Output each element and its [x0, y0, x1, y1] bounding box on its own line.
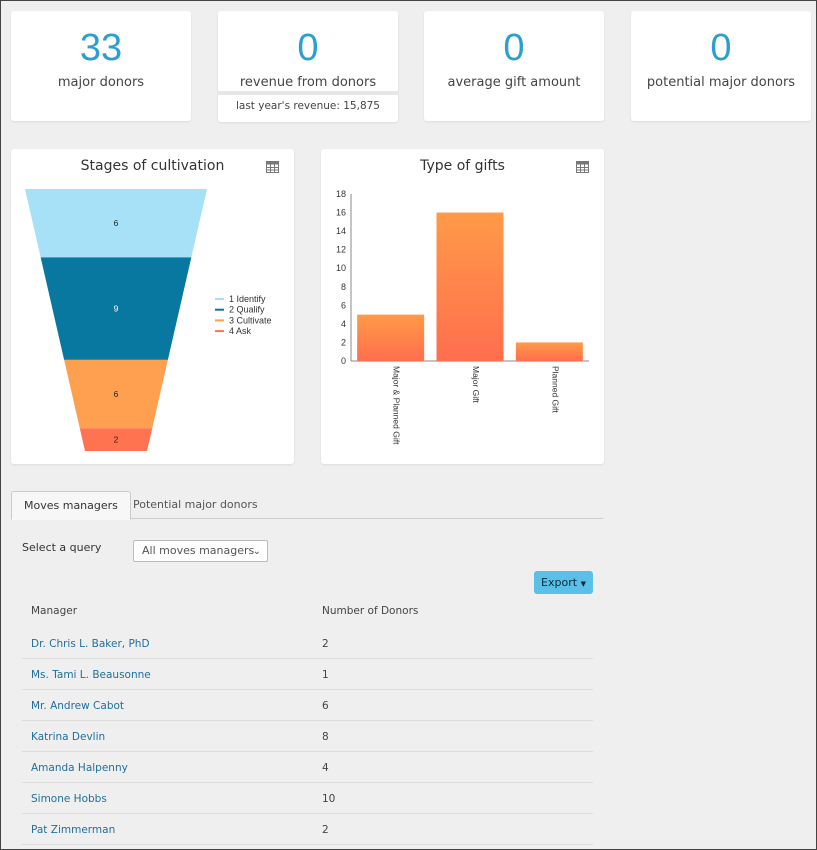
legend-label: 4 Ask	[229, 326, 252, 336]
export-button[interactable]: Export ▼	[534, 571, 593, 594]
tab-potential-major-donors[interactable]: Potential major donors	[133, 498, 258, 511]
table-view-icon[interactable]	[576, 161, 589, 173]
donor-count: 10	[322, 793, 336, 805]
table-row: Mr. Andrew Cabot 6	[22, 690, 593, 721]
average-gift-value: 0	[503, 27, 525, 69]
table-row: Ms. Tami L. Beausonne 1	[22, 659, 593, 690]
y-tick-label: 10	[336, 263, 346, 273]
funnel-segment	[40, 257, 192, 360]
funnel-segment	[79, 428, 153, 451]
manager-link[interactable]: Simone Hobbs	[31, 793, 107, 805]
major-donors-count: 33	[79, 27, 123, 69]
bar	[436, 212, 504, 361]
bar-chart: 0 2 4 6 8 10 12 14 16 18 Major & Planned Gift Major…	[336, 189, 589, 445]
table-row: Simone Hobbs 10	[22, 783, 593, 814]
y-tick-label: 16	[336, 208, 346, 218]
stat-card-potential-donors: 0 potential major donors	[631, 11, 811, 121]
stat-card-major-donors: 33 major donors	[11, 11, 191, 121]
table-row: Katrina Devlin 8	[22, 721, 593, 752]
x-tick-label: Major & Planned Gift	[392, 366, 402, 445]
y-tick-label: 4	[341, 319, 346, 329]
funnel-segment	[25, 189, 207, 258]
stages-of-cultivation-card: Stages of cultivation 6 1 Identify 9 2 Qual…	[11, 149, 294, 464]
donors-column-header: Number of Donors	[322, 605, 419, 617]
chevron-down-icon: ⌄	[252, 546, 261, 557]
funnel-value-label: 6	[114, 389, 119, 399]
y-tick-label: 18	[336, 189, 346, 199]
funnel-value-label: 6	[114, 218, 119, 228]
y-tick-label: 2	[341, 337, 346, 347]
bar-chart-title: Type of gifts	[420, 158, 505, 174]
manager-link[interactable]: Dr. Chris L. Baker, PhD	[31, 638, 150, 650]
manager-column-header: Manager	[31, 605, 78, 617]
funnel-value-label: 9	[114, 304, 119, 314]
y-tick-label: 12	[336, 245, 346, 255]
legend-label: 1 Identify	[229, 294, 266, 304]
select-query-label: Select a query	[22, 541, 102, 554]
legend-label: 3 Cultivate	[229, 315, 272, 325]
y-tick-label: 8	[341, 282, 346, 292]
bar	[357, 314, 425, 361]
last-year-revenue: last year's revenue: 15,875	[218, 91, 398, 123]
tab-moves-managers[interactable]: Moves managers	[11, 491, 131, 520]
y-tick-label: 0	[341, 356, 346, 366]
type-of-gifts-card: Type of gifts 0 2 4 6 8 10 12 14 16 18 Major & Pla…	[321, 149, 604, 464]
donor-count: 4	[322, 762, 329, 774]
donor-count: 6	[322, 700, 329, 712]
export-label: Export	[541, 576, 578, 589]
manager-link[interactable]: Amanda Halpenny	[31, 762, 128, 774]
query-select[interactable]: All moves managers ⌄	[133, 540, 268, 562]
donor-count: 8	[322, 731, 329, 743]
funnel-chart: 6 1 Identify 9 2 Qualify 6 3 Cultivate 2 4 Ask	[25, 189, 272, 451]
manager-link[interactable]: Ms. Tami L. Beausonne	[31, 669, 151, 681]
legend-label: 2 Qualify	[229, 305, 265, 315]
tab-bar: Moves managers Potential major donors	[11, 491, 603, 520]
donor-count: 2	[322, 824, 329, 836]
funnel-title: Stages of cultivation	[80, 158, 225, 174]
x-tick-label: Planned Gift	[550, 366, 560, 413]
funnel-segment	[64, 359, 168, 429]
revenue-label: revenue from donors	[239, 75, 377, 90]
table-row: Amanda Halpenny 4	[22, 752, 593, 783]
donor-count: 1	[322, 669, 329, 681]
manager-link[interactable]: Mr. Andrew Cabot	[31, 700, 125, 712]
potential-donors-label: potential major donors	[646, 75, 796, 90]
revenue-value: 0	[297, 27, 319, 69]
caret-down-icon: ▼	[580, 580, 586, 588]
manager-link[interactable]: Pat Zimmerman	[31, 824, 116, 836]
stat-card-revenue: 0 revenue from donors last year's revenu…	[218, 11, 398, 122]
bar	[515, 342, 583, 361]
major-donors-label: major donors	[57, 75, 145, 90]
average-gift-label: average gift amount	[447, 75, 581, 90]
manager-link[interactable]: Katrina Devlin	[31, 731, 106, 743]
stat-card-average-gift: 0 average gift amount	[424, 11, 604, 121]
funnel-value-label: 2	[114, 435, 119, 445]
y-tick-label: 6	[341, 300, 346, 310]
table-row: Pat Zimmerman 2	[22, 814, 593, 845]
donor-count: 2	[322, 638, 329, 650]
table-view-icon[interactable]	[266, 161, 279, 173]
table-row: Dr. Chris L. Baker, PhD 2	[22, 628, 593, 659]
y-tick-label: 14	[336, 226, 346, 236]
x-tick-label: Major Gift	[471, 366, 481, 403]
query-select-value: All moves managers	[142, 544, 255, 557]
potential-donors-value: 0	[710, 27, 732, 69]
